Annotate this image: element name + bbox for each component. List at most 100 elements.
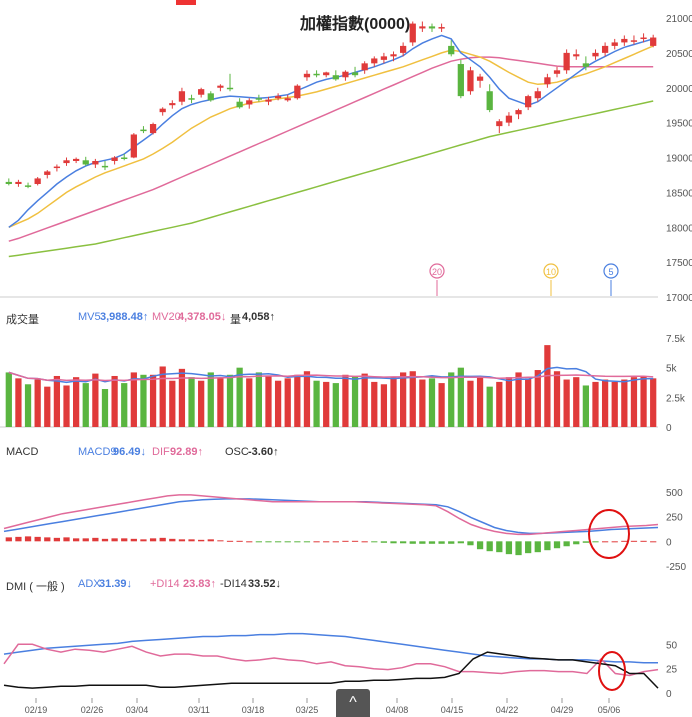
volume-tick-label: 7.5k (666, 334, 686, 345)
dmi-tick-label: 0 (666, 689, 672, 700)
volume-bar (226, 374, 234, 427)
osc-bar (226, 540, 234, 542)
osc-bar (198, 539, 205, 542)
date-label: 02/19 (25, 705, 48, 715)
osc-bar (332, 541, 339, 543)
osc-bar (130, 538, 137, 542)
vol-label: 量 (230, 314, 241, 326)
macd9-line (3, 498, 659, 535)
ma-marker-circle (603, 263, 619, 279)
candle-body (563, 52, 570, 71)
macd-tick-label: 250 (666, 513, 683, 524)
volume-bar (400, 372, 407, 427)
volume-bar (611, 381, 618, 427)
osc-bar (342, 540, 349, 542)
candle-body (265, 99, 272, 102)
candle-body (188, 98, 195, 100)
volume-bar (380, 384, 388, 427)
ma-marker-label: 10 (546, 267, 556, 277)
osc-bar (303, 541, 311, 543)
adx-value: 31.39↓ (99, 578, 133, 590)
candle-body (207, 93, 214, 101)
osc-bar (371, 541, 378, 543)
candle-body (448, 45, 455, 55)
mv20-value: 4,378.05↓ (178, 311, 227, 323)
volume-bar (467, 380, 474, 427)
volume-tick-label: 0 (666, 423, 672, 434)
price-tick-label: 19500 (666, 119, 692, 130)
volume-bar (44, 386, 51, 427)
osc-bar (448, 541, 455, 544)
osc-bar (505, 541, 513, 555)
volume-bar (563, 379, 570, 427)
volume-bar (342, 374, 349, 427)
candle-body (544, 77, 551, 85)
candle-body (351, 72, 359, 76)
candle-body (476, 76, 484, 81)
pdi-line (3, 643, 659, 677)
volume-bar (601, 379, 609, 427)
price-tick-label: 21000 (666, 14, 692, 25)
macd-tick-label: 0 (666, 537, 672, 548)
volume-bar (73, 377, 80, 427)
date-label: 03/25 (296, 705, 319, 715)
candle-body (409, 23, 416, 43)
volume-bar (351, 375, 359, 427)
osc-bar (149, 538, 157, 542)
volume-bar (573, 377, 580, 427)
candle-body (198, 89, 205, 95)
pdi-label: +DI14 (150, 578, 180, 590)
volume-tick-label: 5k (666, 364, 678, 375)
scroll-up-button[interactable]: ^ (336, 689, 370, 717)
volume-bar (236, 367, 243, 427)
candle-body (121, 157, 128, 159)
osc-bar (92, 537, 99, 542)
candle-body (650, 37, 657, 46)
volume-bar (323, 381, 330, 427)
osc-bar (284, 541, 291, 543)
osc-bar (207, 539, 214, 542)
osc-bar (265, 541, 272, 543)
volume-bar (525, 378, 532, 427)
dif-label: DIF (152, 446, 170, 458)
candle-body (92, 160, 99, 165)
volume-bar (390, 377, 397, 427)
volume-bar (274, 380, 282, 427)
candle-body (419, 26, 426, 29)
candle-body (332, 75, 339, 80)
osc-bar (15, 536, 22, 542)
osc-bar (361, 541, 368, 543)
candle-body (149, 124, 157, 134)
osc-bar (188, 539, 195, 542)
candle-body (24, 185, 32, 187)
candle-body (400, 45, 407, 53)
candle-body (611, 42, 618, 46)
candle-body (303, 73, 311, 78)
osc-bar (178, 539, 186, 542)
candle-body (294, 85, 301, 99)
volume-bar (92, 373, 99, 427)
osc-bar (428, 541, 436, 544)
volume-bar (121, 383, 128, 427)
osc-bar (255, 541, 262, 543)
volume-bar (111, 375, 118, 427)
candle-body (15, 181, 22, 185)
volume-bar (409, 371, 416, 427)
dmi-tick-label: 50 (666, 640, 678, 651)
candle-body (284, 98, 291, 101)
price-tick-label: 17000 (666, 293, 692, 304)
osc-bar (101, 538, 109, 542)
candle-body (34, 178, 41, 185)
volume-bar (188, 377, 195, 427)
macd-tick-label: 500 (666, 488, 683, 499)
volume-bar (34, 379, 41, 427)
mv20-line (8, 371, 654, 382)
candle-body (236, 101, 243, 108)
dmi-highlight-circle (598, 651, 626, 691)
mv20-label: MV20 (152, 311, 181, 323)
osc-bar (409, 541, 416, 544)
osc-bar (467, 541, 474, 546)
ma-marker-circle (429, 263, 445, 279)
price-tick-label: 19000 (666, 154, 692, 165)
